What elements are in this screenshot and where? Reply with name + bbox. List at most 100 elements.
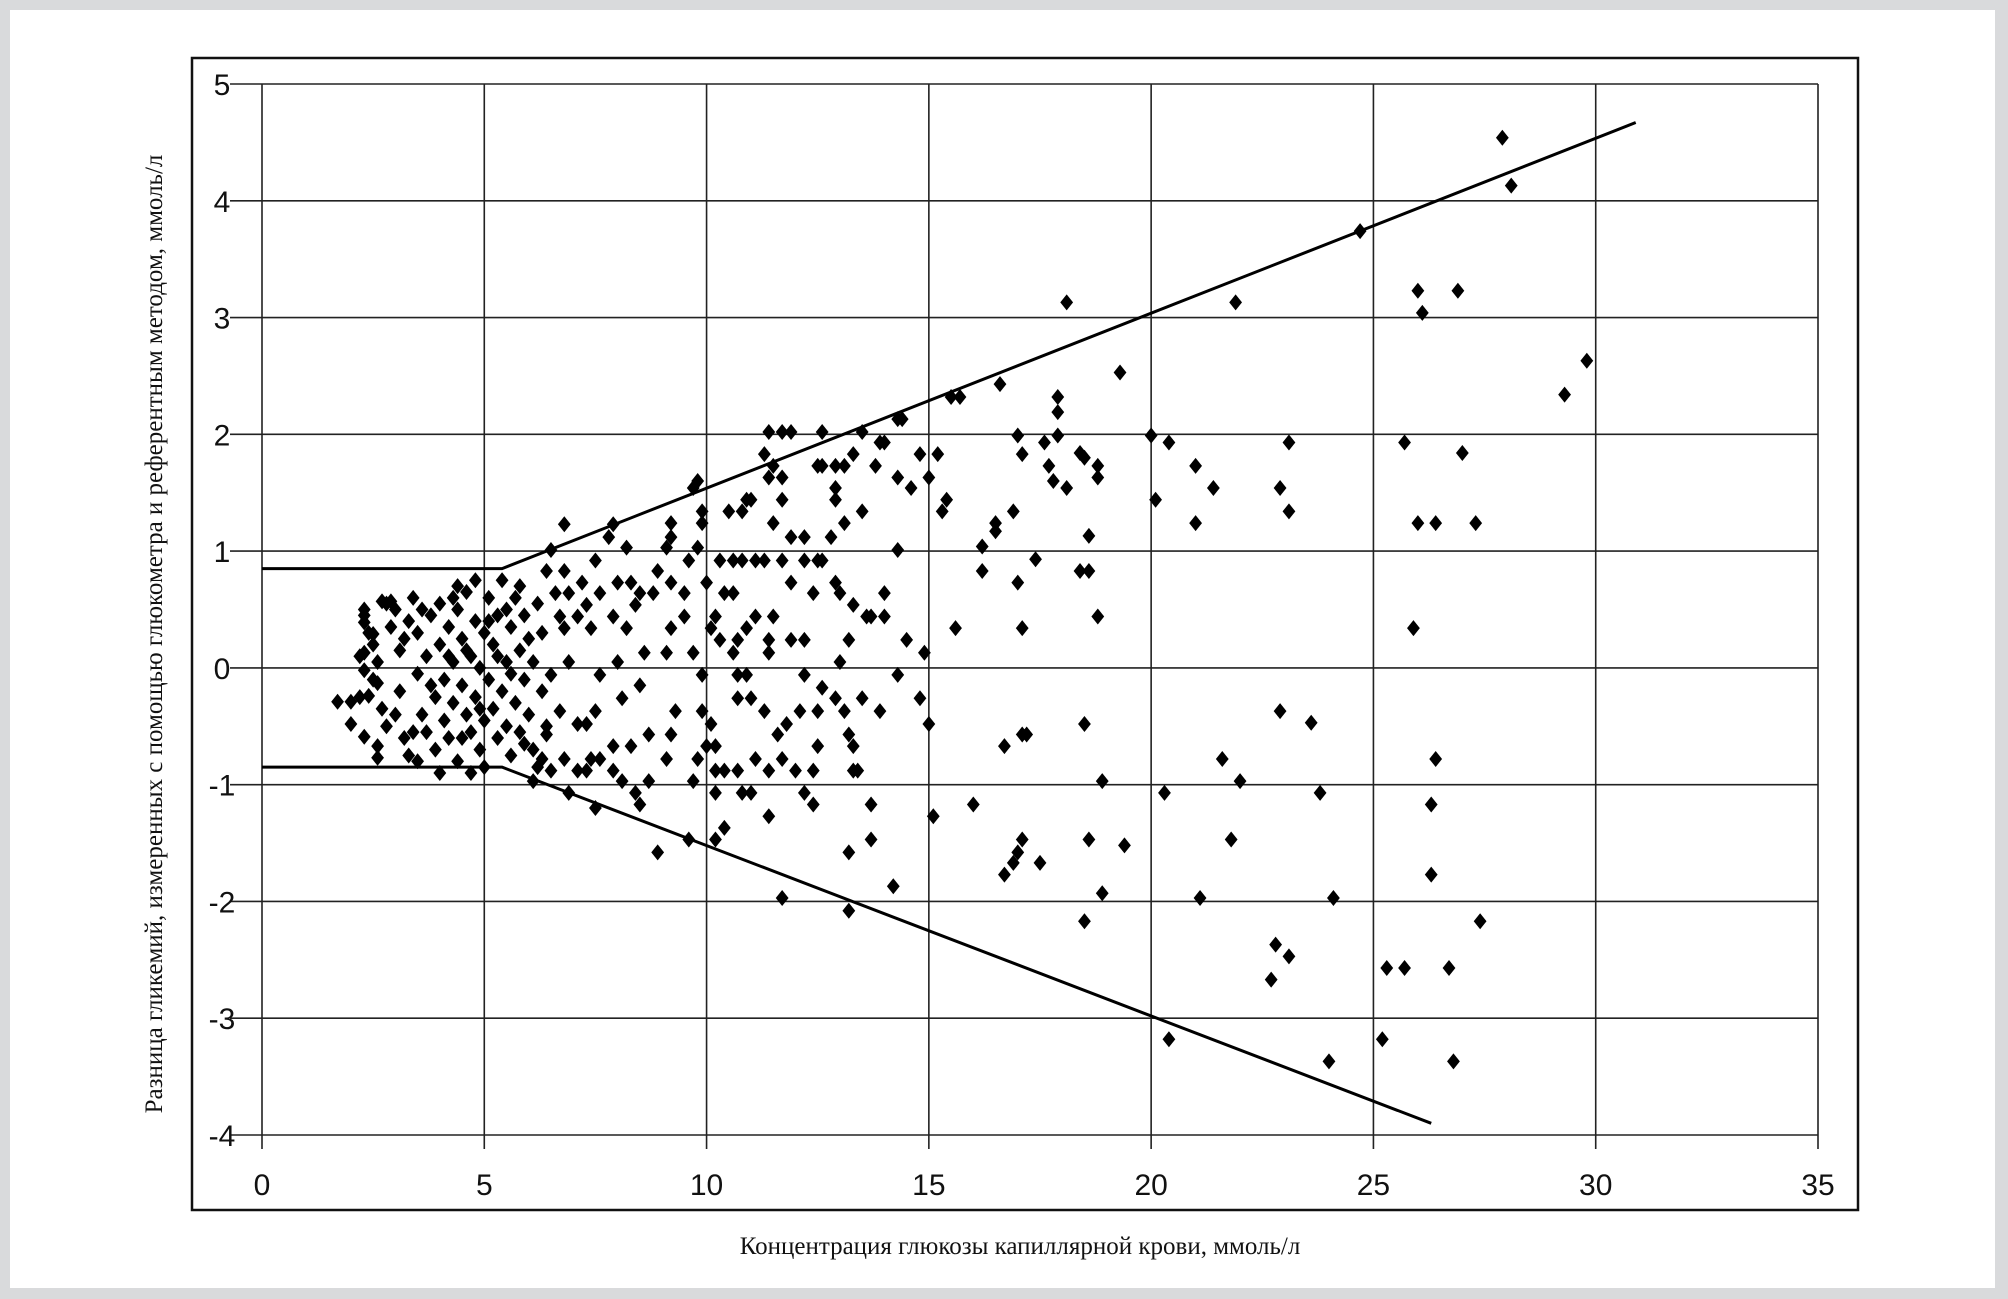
data-point xyxy=(420,724,433,741)
data-point xyxy=(362,687,376,704)
data-point xyxy=(593,750,607,767)
data-point xyxy=(878,608,891,625)
data-point xyxy=(837,703,851,720)
data-point xyxy=(557,562,571,579)
data-point xyxy=(762,762,776,779)
data-point xyxy=(709,738,722,755)
data-point xyxy=(744,690,758,707)
data-point xyxy=(1353,223,1367,240)
data-point xyxy=(1042,457,1056,474)
data-point xyxy=(455,630,469,647)
y-tick-labels: 5 4 3 2 1 0 -1 -2 -3 -4 xyxy=(209,69,236,1153)
data-point xyxy=(735,784,749,801)
data-point xyxy=(1229,294,1243,311)
data-point xyxy=(473,741,487,758)
data-point xyxy=(1046,473,1060,490)
data-point xyxy=(757,703,771,720)
data-point xyxy=(784,529,798,546)
data-point xyxy=(1078,715,1091,732)
data-point xyxy=(580,596,593,613)
data-point xyxy=(842,726,856,743)
data-point xyxy=(677,585,691,602)
data-point xyxy=(571,715,585,732)
data-point xyxy=(709,608,722,625)
data-point xyxy=(829,491,842,508)
y-axis-title: Разница гликемий, измеренных с помощью г… xyxy=(141,155,168,1114)
data-point xyxy=(1015,831,1029,848)
data-point xyxy=(371,738,384,755)
data-point xyxy=(500,601,513,618)
lower-boundary-line xyxy=(262,765,1432,1125)
data-point xyxy=(869,457,882,474)
data-point xyxy=(482,613,496,630)
data-point xyxy=(433,764,447,781)
data-point xyxy=(829,480,842,497)
data-point xyxy=(944,388,958,405)
data-point xyxy=(731,666,745,683)
data-point xyxy=(1233,773,1247,790)
data-point xyxy=(1322,1053,1336,1070)
data-point xyxy=(557,516,571,533)
data-point xyxy=(455,729,469,746)
data-point xyxy=(704,620,718,637)
data-point xyxy=(1029,551,1042,568)
data-point xyxy=(682,831,696,848)
data-point xyxy=(846,446,860,463)
data-points xyxy=(331,129,1594,1070)
data-point xyxy=(486,700,500,717)
data-point xyxy=(1469,515,1483,532)
data-point xyxy=(811,738,825,755)
data-point xyxy=(913,446,927,463)
y-tick-label: 1 xyxy=(214,536,231,569)
data-point xyxy=(375,700,389,717)
data-point xyxy=(495,683,509,700)
data-point xyxy=(646,585,660,602)
data-point xyxy=(606,738,620,755)
data-point xyxy=(442,619,456,636)
data-point xyxy=(664,529,678,546)
data-point xyxy=(1313,784,1327,801)
data-point xyxy=(766,457,780,474)
data-point xyxy=(975,562,989,579)
data-point xyxy=(717,819,731,836)
data-point xyxy=(784,631,798,648)
data-point xyxy=(468,572,482,589)
data-point xyxy=(513,578,527,595)
data-point xyxy=(442,729,456,746)
data-point xyxy=(500,718,513,735)
data-point xyxy=(837,515,851,532)
data-point xyxy=(428,741,442,758)
data-point xyxy=(726,552,740,569)
data-point xyxy=(468,689,482,706)
data-point xyxy=(624,738,638,755)
data-point xyxy=(491,607,505,624)
data-point xyxy=(1162,434,1176,451)
data-point xyxy=(380,718,393,735)
data-point xyxy=(1447,1053,1460,1070)
data-point xyxy=(1407,620,1420,637)
data-point xyxy=(371,654,384,671)
data-point xyxy=(949,620,962,637)
data-point xyxy=(1144,427,1158,444)
data-point xyxy=(740,491,753,508)
data-point xyxy=(544,762,558,779)
data-point xyxy=(486,636,500,653)
data-point xyxy=(1118,837,1131,854)
figure-panel xyxy=(10,10,1995,1288)
data-point xyxy=(397,630,411,647)
data-point xyxy=(660,644,673,661)
data-point xyxy=(353,648,367,665)
data-point xyxy=(1580,352,1594,369)
data-point xyxy=(731,631,745,648)
data-point xyxy=(815,679,829,696)
data-point xyxy=(482,671,496,688)
data-point xyxy=(1442,960,1456,977)
data-point xyxy=(611,654,625,671)
data-point xyxy=(420,648,433,665)
data-point xyxy=(842,844,856,861)
data-point xyxy=(402,747,416,764)
data-point xyxy=(371,749,384,766)
data-point xyxy=(1327,889,1340,906)
data-point xyxy=(855,690,869,707)
